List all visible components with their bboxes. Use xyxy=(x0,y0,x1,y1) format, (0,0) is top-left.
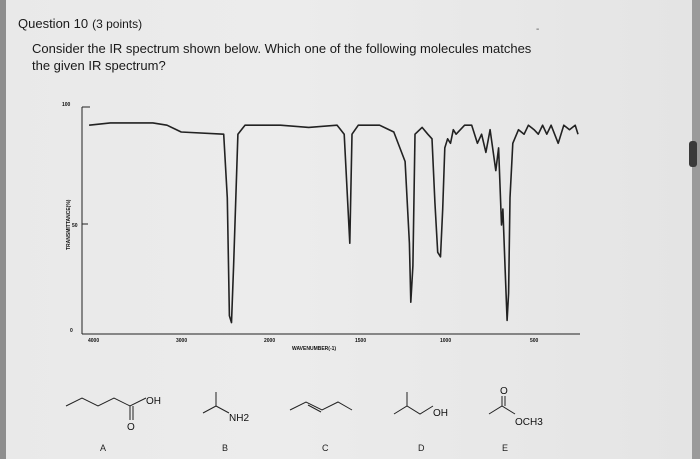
choice-c-label: C xyxy=(322,443,329,453)
molecule-d[interactable]: OH D xyxy=(393,392,448,453)
molecule-d-group: OH xyxy=(433,408,448,419)
molecule-b-skeleton xyxy=(202,405,230,414)
molecule-d-skeleton xyxy=(393,405,434,415)
x-tick-label: 1500 xyxy=(355,338,366,344)
molecule-e-skeleton xyxy=(488,405,516,415)
x-tick-label: 2000 xyxy=(264,338,275,344)
molecule-b-group: NH2 xyxy=(229,413,249,424)
x-tick-label: 4000 xyxy=(88,338,99,344)
x-tick-label: 3000 xyxy=(176,338,187,344)
x-tick-label: 1000 xyxy=(440,338,451,344)
right-window-edge xyxy=(692,0,700,459)
molecule-c-double-bond xyxy=(307,404,322,413)
question-paper xyxy=(6,0,696,459)
choice-d-label: D xyxy=(418,443,425,453)
molecule-e-group: OCH3 xyxy=(515,417,543,428)
y-tick-label: 0 xyxy=(70,328,73,334)
y-tick-label: 100 xyxy=(62,102,71,108)
scroll-handle[interactable] xyxy=(689,141,697,167)
choice-b-label: B xyxy=(222,443,228,453)
molecule-c[interactable]: C xyxy=(289,401,353,453)
molecule-a[interactable]: OH O A xyxy=(65,396,161,453)
x-tick-label: 500 xyxy=(530,338,539,344)
molecule-e-carbonyl-o: O xyxy=(500,386,508,397)
question-number: Question 10 xyxy=(18,16,89,31)
left-window-edge xyxy=(0,0,6,459)
x-axis-title: WAVENUMBER(-1) xyxy=(292,346,336,352)
molecule-a-skeleton xyxy=(65,397,147,407)
question-title: Question 10 (3 points) xyxy=(18,16,142,31)
molecule-a-group: OH xyxy=(146,396,161,407)
molecule-c-skeleton xyxy=(289,401,353,411)
question-points: (3 points) xyxy=(92,17,143,31)
choice-a-label: A xyxy=(100,443,106,453)
choice-e-label: E xyxy=(502,443,508,453)
y-axis-title: TRANSMITTANCE(%) xyxy=(66,199,72,250)
question-text: Consider the IR spectrum shown below. Wh… xyxy=(32,41,532,73)
y-tick-label: 50 xyxy=(72,223,78,229)
molecule-a-carbonyl-o: O xyxy=(127,422,135,433)
molecule-e[interactable]: O OCH3 E xyxy=(488,386,543,453)
molecule-b[interactable]: NH2 B xyxy=(202,392,249,453)
stray-mark: - xyxy=(536,24,540,35)
ir-absorption-trace xyxy=(89,122,579,324)
